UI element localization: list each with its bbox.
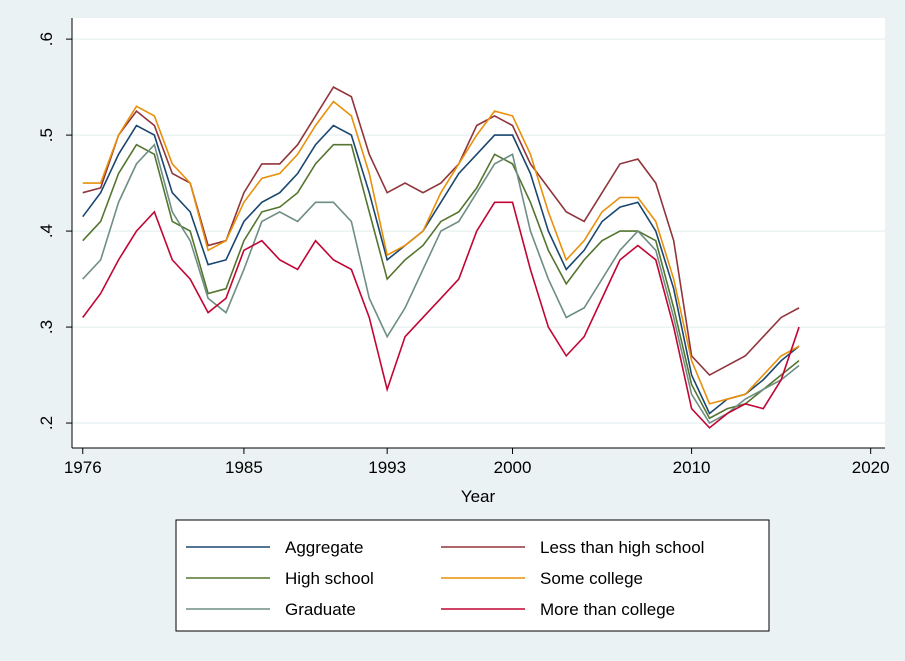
- legend-label: Graduate: [285, 600, 356, 619]
- x-tick-label: 1985: [225, 458, 263, 477]
- legend-box: [175, 519, 770, 632]
- legend-label: Less than high school: [540, 538, 704, 557]
- legend-label: More than college: [540, 600, 675, 619]
- y-tick-label: .5: [37, 128, 56, 142]
- legend-label: Some college: [540, 569, 643, 588]
- series-line: [82, 124, 800, 415]
- x-axis-title: Year: [461, 487, 496, 506]
- y-tick-label: .4: [37, 224, 56, 238]
- x-tick-label: 1976: [64, 458, 102, 477]
- plot-area: [72, 18, 885, 448]
- x-tick-label: 2010: [673, 458, 711, 477]
- legend-label: High school: [285, 569, 374, 588]
- series-line: [82, 201, 800, 429]
- series-line: [82, 143, 800, 425]
- y-tick-label: .6: [37, 32, 56, 46]
- legend-label: Aggregate: [285, 538, 363, 557]
- x-tick-label: 1993: [368, 458, 406, 477]
- x-tick-label: 2000: [494, 458, 532, 477]
- series-line: [82, 100, 800, 405]
- series-line: [82, 86, 800, 377]
- y-tick-label: .2: [37, 416, 56, 430]
- y-tick-label: .3: [37, 320, 56, 334]
- x-tick-label: 2020: [852, 458, 890, 477]
- series-line: [82, 143, 800, 420]
